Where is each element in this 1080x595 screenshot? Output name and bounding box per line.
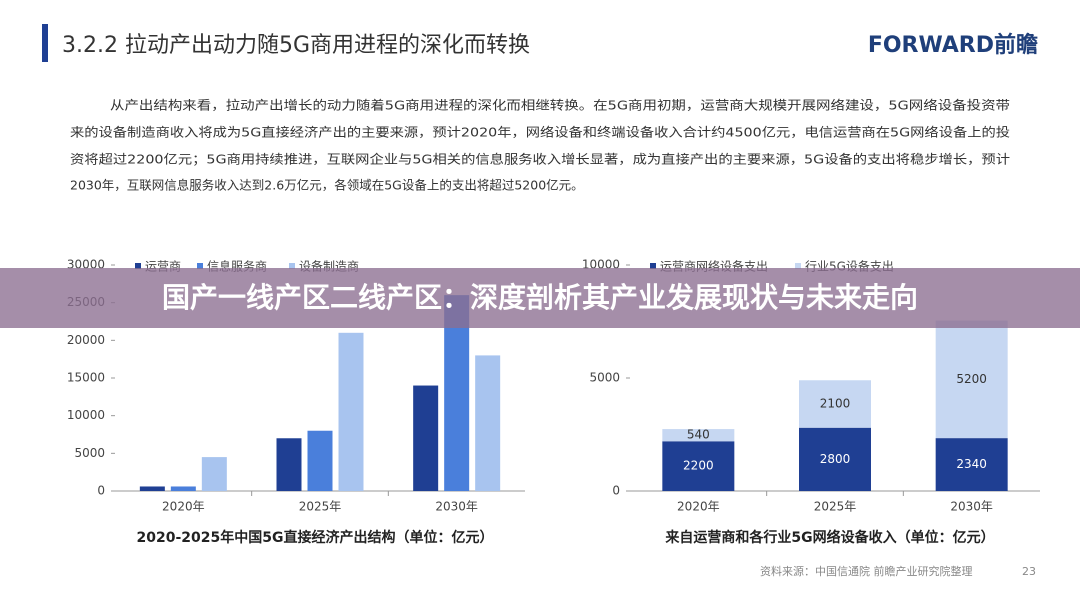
bar	[276, 438, 302, 491]
x-tick-label: 2020年	[162, 500, 205, 514]
bar-segment	[935, 438, 1008, 491]
bar-segment	[662, 441, 735, 491]
bar	[307, 430, 333, 491]
x-tick-label: 2025年	[299, 500, 342, 514]
y-tick-label: 5000	[74, 446, 105, 460]
source: 资料来源：中国信通院 前瞻产业研究院整理	[760, 564, 973, 578]
y-tick-label: 15000	[67, 371, 105, 385]
y-tick-label: 0	[97, 484, 105, 498]
bar-segment	[935, 320, 1008, 439]
bar-segment	[799, 380, 871, 428]
paragraph-line: 资将超过2200亿元；5G商用持续推进，互联网企业与5G相关的信息服务收入增长显…	[70, 152, 1010, 167]
bar	[170, 486, 196, 491]
bar	[413, 385, 439, 491]
chart-title: 2020-2025年中国5G直接经济产出结构（单位：亿元）	[137, 529, 494, 546]
page-number: 23	[1022, 565, 1036, 578]
chart-title: 来自运营商和各行业5G网络设备收入（单位：亿元）	[664, 529, 994, 546]
data-label: 2800	[820, 452, 851, 466]
bar-segment	[799, 427, 871, 491]
y-tick-label: 20000	[67, 333, 105, 347]
paragraph-line: 从产出结构来看，拉动产出增长的动力随着5G商用进程的深化而相继转换。在5G商用初…	[110, 98, 1010, 113]
x-tick-label: 2025年	[814, 500, 857, 514]
y-tick-label: 5000	[589, 371, 620, 385]
bar	[338, 332, 364, 491]
legend-swatch	[135, 263, 141, 269]
header-title: 3.2.2 拉动产出动力随5G商用进程的深化而转换	[62, 33, 530, 58]
legend-swatch	[197, 263, 203, 269]
y-tick-label: 0	[612, 484, 620, 498]
bar	[475, 355, 501, 491]
x-tick-label: 2020年	[677, 500, 720, 514]
data-label: 2340	[956, 457, 987, 471]
legend-swatch	[795, 263, 801, 269]
legend-swatch	[650, 263, 656, 269]
legend-swatch	[289, 263, 295, 269]
paragraph-line: 来的设备制造商收入将成为5G直接经济产出的主要来源，预计2020年，网络设备和终…	[70, 125, 1010, 140]
logo: FORWARD前瞻	[868, 32, 1038, 58]
x-tick-label: 2030年	[435, 500, 478, 514]
bar	[139, 486, 165, 491]
banner-band	[0, 268, 1080, 328]
header-accent	[42, 24, 48, 62]
data-label: 2100	[820, 396, 851, 410]
data-label: 540	[687, 428, 710, 442]
banner-text: 国产一线产区二线产区：深度剖析其产业发展现状与未来走向	[162, 281, 918, 314]
paragraph-line: 2030年，互联网信息服务收入达到2.6万亿元，各领域在5G设备上的支出将超过5…	[70, 178, 584, 193]
data-label: 5200	[956, 372, 987, 386]
y-tick-label: 10000	[67, 408, 105, 422]
x-tick-label: 2030年	[950, 500, 993, 514]
bar	[201, 457, 227, 491]
bar-segment	[662, 429, 735, 442]
data-label: 2200	[683, 459, 714, 473]
